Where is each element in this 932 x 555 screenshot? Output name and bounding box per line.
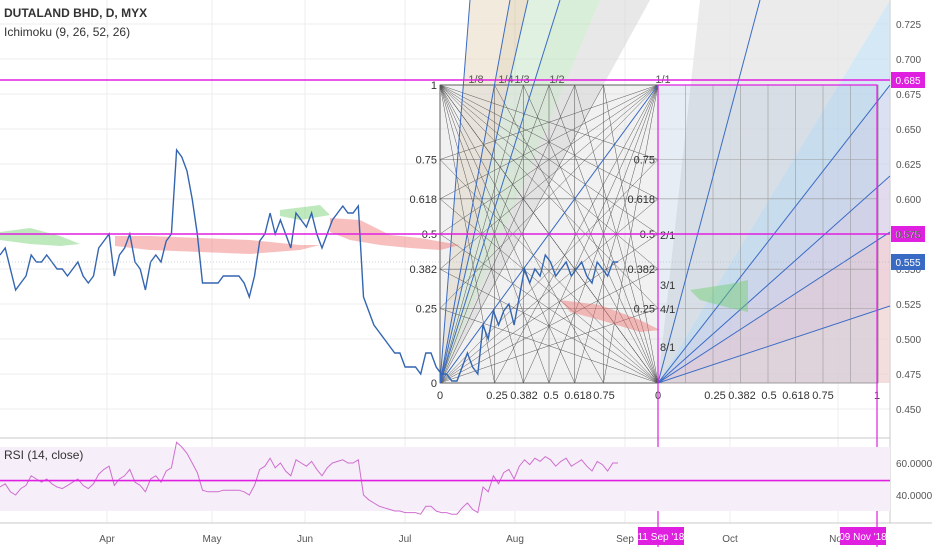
gann-right-x-label: 0.382 bbox=[728, 390, 756, 402]
gann-right-x-label: 0.5 bbox=[761, 390, 776, 402]
last-price-tag bbox=[891, 254, 925, 270]
time-tick-label: Apr bbox=[99, 534, 115, 545]
gann-cross-line bbox=[439, 159, 659, 384]
symbol-title: DUTALAND BHD, D, MYX bbox=[4, 6, 148, 20]
gann-x-label: 0.75 bbox=[593, 390, 614, 402]
price-tick-label: 0.575 bbox=[896, 230, 921, 241]
price-tick-label: 0.625 bbox=[896, 160, 921, 171]
price-tick-label: 0.650 bbox=[896, 125, 921, 136]
gann-right-y-label: 0.618 bbox=[627, 194, 655, 206]
rsi-label: RSI (14, close) bbox=[4, 448, 84, 462]
time-tick-label: Nov bbox=[829, 534, 847, 545]
date-marker-label: 11 Sep '18 bbox=[638, 532, 685, 543]
gann-fan-line bbox=[439, 0, 511, 384]
gann-fan-label-right: 4/1 bbox=[660, 304, 675, 316]
price-line bbox=[0, 148, 618, 382]
price-tick-label: 0.550 bbox=[896, 265, 921, 276]
gann-y-label: 0.5 bbox=[422, 229, 437, 241]
gann-right-y-label: 0.5 bbox=[640, 229, 655, 241]
gann-cross-line bbox=[439, 84, 659, 160]
ichimoku-cloud bbox=[690, 280, 748, 312]
last-price-label: 0.555 bbox=[895, 258, 920, 269]
price-tick-label: 0.600 bbox=[896, 195, 921, 206]
time-tick-label: May bbox=[203, 534, 222, 545]
rsi-band bbox=[0, 447, 890, 511]
gann-y-label: 1 bbox=[431, 80, 437, 92]
gann-y-label: 0.382 bbox=[409, 264, 437, 276]
gann-fan-line bbox=[439, 0, 561, 384]
gann-cross-line bbox=[439, 308, 659, 384]
gann-right-y-label: 0.25 bbox=[634, 304, 655, 316]
gann-y-label: 0.618 bbox=[409, 194, 437, 206]
gann-x-label: 0 bbox=[437, 390, 443, 402]
gann-cross-line bbox=[439, 268, 659, 384]
ichimoku-cloud bbox=[560, 300, 660, 332]
horizontal-level-label: 0.685 bbox=[895, 76, 920, 87]
gann-fan-line bbox=[439, 0, 471, 384]
ichimoku-cloud bbox=[0, 228, 80, 246]
gann-fan-label-right: 8/1 bbox=[660, 342, 675, 354]
rsi-line bbox=[0, 441, 618, 515]
gann-y-label: 0.25 bbox=[416, 304, 437, 316]
gann-right-x-label: 0.618 bbox=[782, 390, 810, 402]
price-tick-label: 0.725 bbox=[896, 20, 921, 31]
gann-right-x-label: 0.25 bbox=[704, 390, 725, 402]
price-tick-label: 0.525 bbox=[896, 300, 921, 311]
time-tick-label: Aug bbox=[506, 534, 524, 545]
ichimoku-cloud bbox=[280, 205, 330, 220]
gann-x-label: 0.382 bbox=[510, 390, 538, 402]
time-tick-label: Oct bbox=[722, 534, 738, 545]
price-tick-label: 0.675 bbox=[896, 90, 921, 101]
gann-fan-label-right: 2/1 bbox=[660, 230, 675, 242]
gann-fan-line bbox=[657, 175, 891, 384]
date-marker-tag bbox=[840, 527, 886, 545]
rsi-tick-label: 40.0000 bbox=[896, 491, 932, 502]
gann-fan-line bbox=[439, 0, 529, 384]
gann-x-label: 0.5 bbox=[543, 390, 558, 402]
gann-fan-line bbox=[657, 231, 891, 384]
gann-y-label: 0.75 bbox=[416, 155, 437, 167]
gann-cross-line bbox=[439, 233, 659, 384]
time-tick-label: Sep bbox=[616, 534, 634, 545]
gann-fan-line bbox=[657, 0, 761, 384]
horizontal-level-tag bbox=[891, 226, 925, 242]
gann-cross-line bbox=[439, 198, 659, 384]
price-tick-label: 0.500 bbox=[896, 335, 921, 346]
gann-x-label: 0.25 bbox=[486, 390, 507, 402]
gann-y-label: 0 bbox=[431, 378, 437, 390]
horizontal-level-tag bbox=[891, 72, 925, 88]
time-tick-label: Jun bbox=[297, 534, 313, 545]
gann-cross-line bbox=[439, 84, 659, 270]
gann-right-y-label: 0.75 bbox=[634, 155, 655, 167]
date-marker-label: 09 Nov '18 bbox=[839, 532, 887, 543]
gann-x-label: 0.618 bbox=[564, 390, 592, 402]
date-marker-tag bbox=[638, 527, 684, 545]
gann-right-y-label: 0.382 bbox=[627, 264, 655, 276]
rsi-tick-label: 60.0000 bbox=[896, 459, 932, 470]
price-tick-label: 0.450 bbox=[896, 405, 921, 416]
ichimoku-label: Ichimoku (9, 26, 52, 26) bbox=[4, 25, 131, 39]
horizontal-level-label: 0.575 bbox=[895, 230, 920, 241]
ichimoku-cloud bbox=[330, 218, 460, 250]
price-tick-label: 0.475 bbox=[896, 370, 921, 381]
gann-fan-wedge-top bbox=[658, 0, 890, 383]
gann-fan-line bbox=[657, 305, 891, 384]
gann-right-x-label: 0.75 bbox=[812, 390, 833, 402]
time-tick-label: Jul bbox=[399, 534, 412, 545]
price-tick-label: 0.700 bbox=[896, 55, 921, 66]
gann-cross-line bbox=[439, 84, 659, 235]
gann-fan-label-right: 3/1 bbox=[660, 280, 675, 292]
gann-cross-line bbox=[439, 84, 659, 309]
